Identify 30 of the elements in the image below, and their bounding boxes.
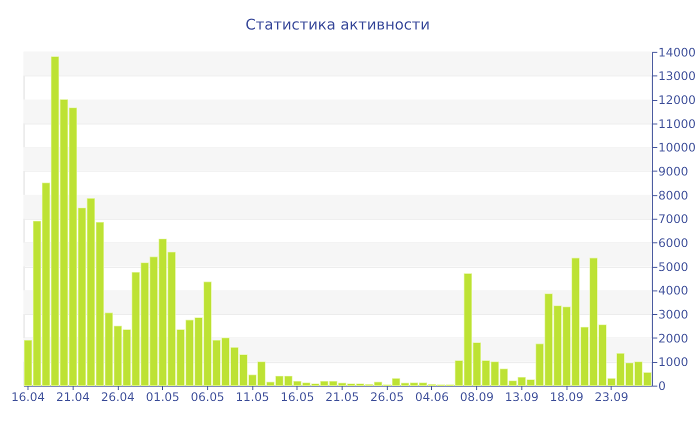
- x-tick-label: 23.09: [594, 390, 628, 404]
- x-tick-label: 21.05: [325, 390, 360, 404]
- x-tick-label: 04.06: [415, 390, 449, 404]
- y-tick-label: 9000: [658, 164, 688, 178]
- x-tick-label: 18.09: [550, 390, 584, 404]
- x-tick-label: 01.05: [146, 390, 180, 404]
- x-tick-label: 16.04: [11, 390, 45, 404]
- x-tick-label: 06.05: [190, 390, 224, 404]
- y-tick-label: 1000: [658, 355, 688, 370]
- y-tick-label: 2000: [658, 331, 688, 346]
- y-tick-label: 5000: [658, 260, 688, 274]
- x-tick-label: 21.04: [56, 390, 90, 404]
- y-tick-label: 13000: [658, 69, 696, 84]
- x-tick-label: 13.09: [504, 390, 539, 404]
- y-tick-label: 10000: [658, 140, 696, 155]
- chart-title: Статистика активности: [246, 16, 430, 34]
- y-tick-label: 11000: [658, 116, 696, 131]
- y-tick-label: 7000: [658, 212, 688, 226]
- y-tick-label: 8000: [658, 188, 688, 202]
- y-tick-label: 6000: [658, 236, 688, 250]
- x-tick-label: 16.05: [280, 390, 314, 404]
- y-tick-label: 3000: [658, 308, 688, 322]
- x-tick-label: 26.04: [100, 390, 135, 404]
- y-tick-label: 14000: [658, 45, 696, 60]
- y-tick-label: 12000: [658, 92, 696, 107]
- x-tick-label: 11.05: [236, 390, 270, 404]
- y-tick-label: 4000: [658, 284, 688, 298]
- x-tick-label: 08.09: [460, 390, 494, 404]
- x-tick-label: 26.05: [370, 390, 404, 404]
- y-tick-label: 0: [658, 379, 666, 394]
